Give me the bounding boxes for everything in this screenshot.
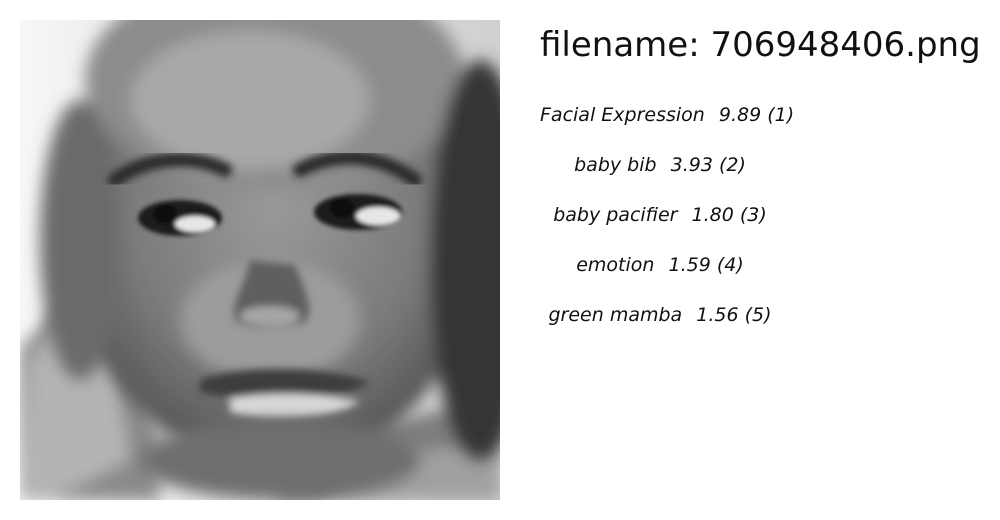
prediction-name: baby pacifier bbox=[553, 204, 678, 226]
prediction-rank: (3) bbox=[739, 204, 767, 226]
prediction-name: emotion bbox=[576, 254, 655, 276]
prediction-list: Facial Expression 9.89 (1) baby bib 3.93… bbox=[540, 100, 794, 350]
prediction-rank: (2) bbox=[718, 154, 746, 176]
prediction-rank: (4) bbox=[716, 254, 744, 276]
portrait-photo bbox=[20, 20, 500, 500]
prediction-rank: (1) bbox=[767, 104, 795, 126]
prediction-score: 3.93 bbox=[670, 154, 713, 176]
prediction-score: 1.59 bbox=[668, 254, 711, 276]
prediction-item: emotion 1.59 (4) bbox=[540, 250, 780, 300]
prediction-rank: (5) bbox=[744, 304, 772, 326]
prediction-item: Facial Expression 9.89 (1) bbox=[540, 100, 794, 150]
prediction-item: baby pacifier 1.80 (3) bbox=[540, 200, 780, 250]
prediction-score: 1.80 bbox=[691, 204, 734, 226]
filename-label: filename: bbox=[540, 25, 700, 65]
filename-title: filename: 706948406.png bbox=[540, 22, 981, 68]
portrait-illustration bbox=[20, 20, 500, 500]
prediction-name: Facial Expression bbox=[540, 104, 705, 126]
prediction-score: 9.89 bbox=[718, 104, 762, 126]
prediction-item: green mamba 1.56 (5) bbox=[540, 300, 780, 350]
prediction-name: baby bib bbox=[574, 154, 657, 176]
prediction-name: green mamba bbox=[548, 304, 683, 326]
filename-value: 706948406.png bbox=[710, 25, 981, 65]
prediction-item: baby bib 3.93 (2) bbox=[540, 150, 780, 200]
prediction-score: 1.56 bbox=[696, 304, 739, 326]
